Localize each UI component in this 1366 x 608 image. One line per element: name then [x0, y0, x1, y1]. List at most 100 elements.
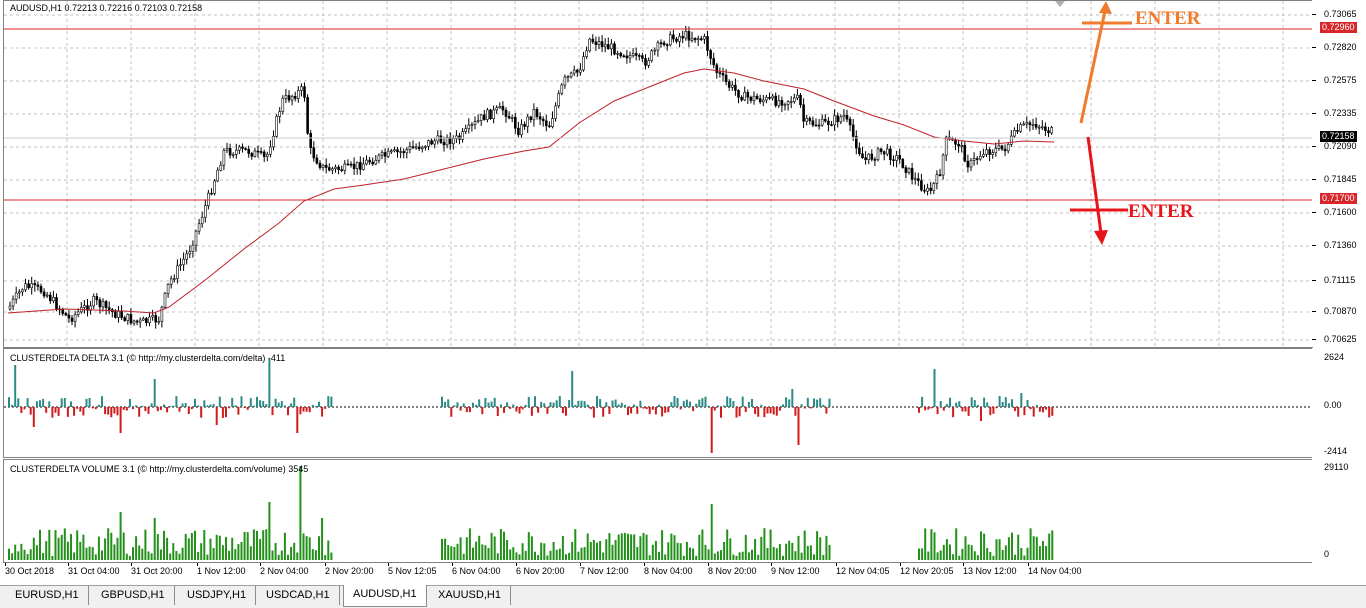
candle-bear — [210, 192, 213, 195]
price-scale-tick: 0.72575 — [1324, 75, 1357, 85]
candle-bull — [1019, 124, 1022, 132]
time-axis[interactable]: 30 Oct 2018 31 Oct 04:00 31 Oct 20:00 1 Nov… — [3, 563, 1311, 581]
candle-bull — [188, 251, 192, 255]
delta-bar-negative — [299, 407, 302, 415]
candle-bear — [644, 58, 647, 66]
volume-indicator-pane[interactable]: CLUSTERDELTA VOLUME 3.1 (© http://my.clu… — [3, 459, 1313, 563]
candle-bull — [1022, 123, 1026, 126]
volume-bar — [605, 539, 608, 560]
volume-bar — [60, 534, 63, 560]
delta-bar-negative — [296, 407, 299, 433]
volume-bar — [20, 543, 23, 560]
time-axis-mark — [900, 563, 901, 566]
tab-audusd-h1[interactable]: AUDUSD,H1 — [343, 585, 427, 607]
delta-bar-negative — [459, 407, 462, 411]
candle-bull — [579, 69, 582, 73]
candle-bull — [473, 121, 477, 125]
volume-bar — [1042, 541, 1044, 560]
price-chart-pane[interactable]: AUDUSD,H1 0.72213 0.72216 0.72103 0.7215… — [3, 0, 1313, 348]
price-chart[interactable] — [4, 1, 1312, 347]
delta-bar-negative — [91, 407, 94, 409]
delta-bar-negative — [692, 407, 695, 412]
candle-bear — [709, 50, 712, 59]
volume-bar — [231, 537, 234, 560]
tab-eurusd-h1[interactable]: EURUSD,H1 — [6, 586, 89, 605]
volume-bar — [521, 543, 524, 560]
volume-bar — [280, 550, 283, 560]
volume-bar — [299, 466, 302, 560]
volume-bar — [135, 536, 138, 560]
volume-bar — [175, 550, 178, 560]
delta-bar-negative — [156, 407, 159, 412]
volume-bar — [735, 555, 738, 560]
volume-bar — [747, 552, 750, 560]
delta-bar-positive — [816, 399, 819, 407]
delta-bar-positive — [822, 404, 825, 407]
delta-bar-positive — [599, 399, 602, 407]
delta-bar-negative — [645, 407, 648, 410]
volume-bar — [627, 533, 629, 560]
volume-bar — [79, 541, 82, 560]
delta-bar-positive — [586, 404, 589, 407]
time-axis-mark — [516, 563, 517, 566]
delta-bar-positive — [682, 401, 685, 407]
delta-bar-positive — [596, 396, 598, 407]
delta-bar-negative — [1023, 407, 1026, 416]
candle-bear — [634, 53, 638, 56]
volume-bar — [692, 548, 695, 560]
volume-bar — [1004, 545, 1007, 560]
volume-bar — [181, 547, 184, 560]
candle-bull — [1009, 135, 1013, 145]
price-scale[interactable]: 0.73065 0.72820 0.72575 0.72335 0.72090 0.718… — [1312, 0, 1366, 347]
candle-bear — [61, 309, 65, 314]
candle-bear — [814, 124, 818, 127]
tab-xauusd-h1[interactable]: XAUUSD,H1 — [429, 586, 511, 605]
candle-bull — [138, 319, 142, 323]
tab-gbpusd-h1[interactable]: GBPUSD,H1 — [92, 586, 175, 605]
volume-bar — [290, 546, 293, 560]
candle-bull — [597, 41, 601, 45]
candle-bull — [789, 101, 793, 103]
candle-bull — [176, 265, 179, 279]
delta-scale-min: -2414 — [1324, 446, 1348, 456]
candle-bull — [222, 149, 226, 166]
volume-bar — [961, 548, 964, 560]
delta-indicator-pane[interactable]: CLUSTERDELTA DELTA 3.1 (© http://my.clus… — [3, 348, 1313, 458]
candle-bear — [830, 124, 833, 126]
tab-usdcad-h1[interactable]: USDCAD,H1 — [257, 586, 340, 605]
delta-bar-negative — [918, 407, 920, 413]
delta-bar-positive — [685, 399, 688, 407]
delta-bar-negative — [772, 407, 775, 415]
volume-bar — [169, 553, 172, 560]
volume-bar — [927, 551, 930, 560]
delta-bar-positive — [453, 405, 456, 407]
delta-bar-positive — [949, 397, 951, 407]
volume-bar — [973, 551, 976, 560]
delta-bar-negative — [450, 407, 453, 417]
candle-bear — [371, 161, 375, 165]
volume-bar — [496, 553, 499, 560]
delta-bar-positive — [206, 405, 209, 407]
candle-bull — [532, 108, 536, 121]
tab-usdjpy-h1[interactable]: USDJPY,H1 — [178, 586, 257, 605]
volume-bar — [642, 532, 645, 560]
candle-bear — [327, 167, 331, 171]
delta-bar-positive — [181, 403, 184, 407]
candle-bear — [693, 38, 697, 41]
delta-bar-negative — [763, 407, 766, 418]
volume-bar — [661, 530, 664, 560]
volume-bar — [206, 554, 209, 560]
delta-bar-negative — [518, 407, 521, 414]
current-price-badge: 0.72158 — [1320, 131, 1357, 142]
time-axis-label: 13 Nov 12:00 — [963, 566, 1017, 576]
time-axis-mark — [708, 563, 709, 566]
volume-bar — [1032, 536, 1035, 560]
volume-bar — [930, 529, 933, 560]
candle-bear — [104, 301, 108, 308]
volume-bar — [82, 534, 85, 560]
candle-bear — [36, 284, 40, 287]
candle-bear — [920, 180, 923, 191]
candle-bull — [696, 38, 700, 41]
delta-bar-positive — [472, 402, 474, 407]
delta-bar-positive — [70, 401, 72, 407]
